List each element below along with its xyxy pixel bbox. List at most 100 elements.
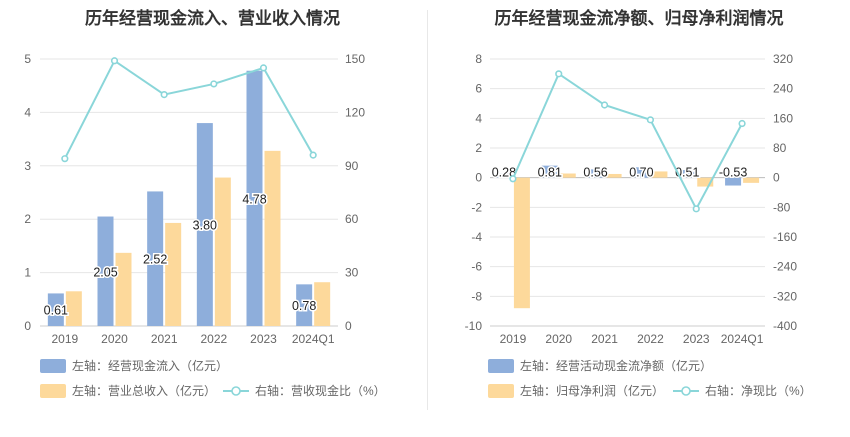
chart2-left-tick-label: 2: [475, 141, 482, 155]
chart2-bar-secondary: [513, 177, 530, 309]
chart1-bar-secondary: [165, 222, 182, 326]
chart1-left-tick-label: 4: [24, 105, 31, 119]
chart1-legend-label: 左轴：营业总收入（亿元）: [72, 383, 216, 398]
chart2-bar-primary: [725, 177, 742, 186]
chart1-bar-data-label: 4.78: [242, 192, 266, 206]
chart1-bar-data-label: 3.80: [193, 219, 217, 233]
chart2-bar-primary: [587, 169, 604, 178]
chart1-line-point: [61, 155, 69, 163]
chart1-bar-data-label: 0.78: [292, 299, 316, 313]
chart1-bar-secondary: [214, 177, 231, 326]
chart2-right-tick-label: -400: [773, 319, 797, 333]
chart2-legend-swatch: [488, 359, 514, 373]
chart2-line-series: [512, 72, 743, 211]
chart1-right-tick-label: 120: [345, 105, 365, 119]
chart1-line-point: [160, 90, 168, 99]
chart1-bar-data-label: 0.61: [44, 304, 68, 318]
chart2-bar-secondary: [605, 173, 622, 178]
chart-title-right: 历年经营现金流净额、归母净利润情况: [494, 9, 784, 28]
chart2-bar-secondary: [651, 171, 668, 178]
chart1-bar-primary: [246, 70, 263, 326]
chart1-category-label: 2022: [200, 332, 227, 346]
chart2-right-tick-label: 80: [773, 141, 787, 155]
chart2-legend-swatch: [488, 384, 514, 398]
chart1-bar-primary: [296, 284, 313, 326]
chart1-right-tick-label: 90: [345, 159, 359, 173]
chart2-bar-primary: [633, 167, 650, 178]
chart2-bar-secondary: [743, 177, 760, 183]
chart2-left-tick-label: -2: [471, 200, 482, 214]
chart2-left-tick-label: -10: [465, 319, 483, 333]
chart2-right-tick-label: 320: [773, 52, 793, 66]
chart2-bar-primary: [495, 173, 512, 178]
chart2-right-tick-label: 160: [773, 111, 793, 125]
chart1-bar-data-label: 2.52: [143, 253, 167, 267]
chart2-line-point: [555, 70, 563, 78]
chart1-right-tick-label: 150: [345, 52, 365, 66]
chart2-category-label: 2020: [545, 332, 572, 346]
chart1-legend-swatch-marker: [231, 386, 241, 396]
chart2-right-tick-label: 240: [773, 82, 793, 96]
chart1-bar-secondary: [115, 252, 132, 326]
chart1-bar-primary: [147, 191, 164, 326]
chart1-category-label: 2024Q1: [292, 332, 335, 346]
chart2-right-tick-label: 0: [773, 171, 780, 185]
chart1-legend-label: 右轴：营收现金比（%）: [255, 383, 386, 398]
chart2-legend-label: 左轴：经营活动现金流净额（亿元）: [520, 358, 712, 373]
chart1-category-label: 2020: [101, 332, 128, 346]
chart1-legend-label: 左轴：经营现金流入（亿元）: [72, 358, 228, 373]
chart2-right-tick-label: -240: [773, 260, 797, 274]
chart1-bar-primary: [196, 123, 213, 326]
chart2-bar-data-label: -0.53: [719, 166, 748, 180]
chart1-category-label: 2023: [250, 332, 277, 346]
chart2-line-point: [646, 116, 655, 124]
chart1-bar-secondary: [264, 150, 281, 326]
panel-divider: [427, 10, 428, 410]
chart1-right-tick-label: 30: [345, 266, 359, 280]
chart1-bar-data-label: 2.05: [93, 265, 117, 279]
chart2-category-label: 2024Q1: [721, 332, 764, 346]
chart1-left-tick-label: 3: [24, 159, 31, 173]
chart1-left-tick-label: 5: [24, 52, 31, 66]
chart2-line-point: [600, 101, 609, 109]
chart1-line-point: [210, 80, 218, 88]
chart2-left-tick-label: 6: [475, 82, 482, 96]
chart1-line-series: [63, 59, 315, 160]
chart-title-left: 历年经营现金流入、营业收入情况: [85, 9, 340, 28]
chart2-category-label: 2019: [500, 332, 527, 346]
chart1-left-tick-label: 2: [24, 212, 31, 226]
chart2-left-tick-label: 4: [475, 111, 482, 125]
chart2-right-tick-label: -320: [773, 289, 797, 303]
chart2-category-label: 2023: [683, 332, 710, 346]
chart1-left-tick-label: 0: [24, 319, 31, 333]
chart2-line-point: [509, 175, 517, 183]
chart2-right-tick-label: -80: [773, 200, 791, 214]
chart1-right-tick-label: 0: [345, 319, 352, 333]
chart1-category-label: 2019: [51, 332, 78, 346]
chart2-left-tick-label: -6: [471, 260, 482, 274]
chart1-legend-swatch: [40, 384, 66, 398]
chart2-left-tick-label: 0: [475, 171, 482, 185]
chart1-left-tick-label: 1: [24, 266, 31, 280]
chart2-right-tick-label: -160: [773, 230, 797, 244]
chart1-bar-primary: [97, 216, 114, 326]
chart1-legend-swatch: [40, 359, 66, 373]
chart2-bar-data-label: 0.56: [583, 166, 607, 180]
chart2-category-label: 2021: [591, 332, 618, 346]
chart2-category-label: 2022: [637, 332, 664, 346]
chart1-bar-primary: [47, 293, 64, 326]
chart1-right-tick-label: 60: [345, 212, 359, 226]
chart2-bar-primary: [541, 165, 558, 178]
chart2-legend-swatch-marker: [681, 386, 691, 396]
chart2-bar-data-label: 0.81: [538, 166, 562, 180]
chart2-left-tick-label: 8: [475, 52, 482, 66]
chart2-bar-data-label: 0.70: [629, 166, 653, 180]
chart1-line-point: [309, 151, 317, 159]
chart2-legend-label: 左轴：归母净利润（亿元）: [520, 383, 664, 398]
chart1-bar-secondary: [314, 282, 331, 326]
chart2-bar-primary: [679, 170, 696, 178]
chart2-bar-secondary: [697, 177, 714, 187]
chart1-line-point: [110, 57, 119, 65]
chart1-bar-secondary: [65, 291, 82, 326]
